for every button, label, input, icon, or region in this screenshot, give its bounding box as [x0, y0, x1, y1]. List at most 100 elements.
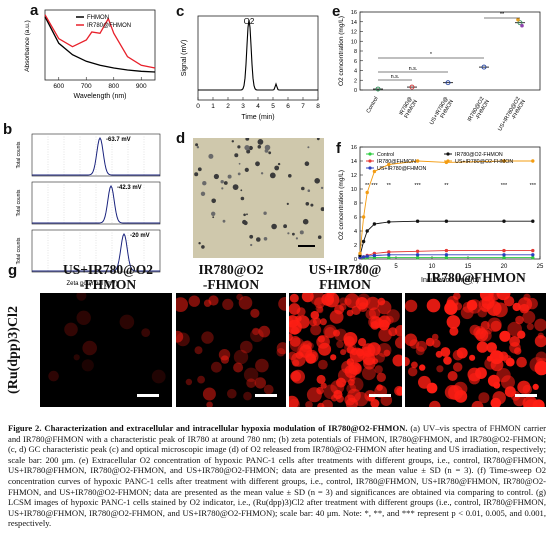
cell-spot [425, 337, 435, 347]
cell-spot [76, 293, 87, 301]
cell-spot [487, 374, 500, 387]
panel-e-point-4 [517, 20, 523, 26]
cell-spot [236, 293, 243, 301]
cell-spot [73, 354, 80, 361]
cell-spot [405, 299, 418, 313]
cell-spot [323, 324, 337, 339]
panel-a-legend-0: FHMON [87, 15, 109, 21]
cell-spot [317, 335, 325, 343]
cell-spot [362, 366, 376, 381]
panel-e-ytick-8: 16 [351, 10, 357, 16]
cell-spot [490, 358, 504, 372]
panel-d-label: d [176, 130, 186, 147]
panel-b-peak-2 [32, 232, 160, 272]
panel-d-bubble [246, 149, 251, 154]
cell-spot [82, 340, 97, 356]
panel-e-point-4c [520, 23, 524, 28]
cell-spot [534, 318, 546, 332]
panel-a-xtick-3: 900 [136, 83, 147, 90]
panel-d-bubble [227, 174, 232, 179]
cell-spot [523, 399, 539, 407]
panel-d-bubble [264, 144, 271, 151]
panel-f-point [358, 251, 362, 256]
panel-f-xtick-1: 5 [394, 264, 398, 270]
cell-spot [419, 364, 426, 371]
cell-spot [64, 322, 78, 337]
panel-f-point [531, 253, 535, 257]
cell-spot [478, 298, 492, 312]
panel-f-ytick-8: 16 [351, 145, 357, 151]
cell-spot [339, 303, 347, 311]
panel-d-bubble [277, 162, 281, 166]
panel-e-sig-1: n.s. [409, 66, 418, 72]
panel-d-bubble [263, 237, 268, 241]
cell-spot [340, 349, 347, 356]
cell-spot [534, 360, 546, 376]
cell-spot [394, 325, 402, 337]
cell-spot [372, 358, 379, 365]
panel-e-point-1 [409, 84, 415, 90]
cell-spot [341, 360, 355, 374]
panel-e-ytick-2: 4 [354, 69, 357, 75]
cell-spot [289, 315, 299, 328]
panel-b-peak-0 [32, 136, 160, 176]
panel-f-point [502, 253, 506, 257]
panel-c-xtick-5: 5 [271, 103, 275, 110]
cell-spot [301, 293, 314, 303]
panel-f-star-5: *** [501, 183, 508, 189]
panel-f-point [365, 190, 369, 195]
panel-d-bubble [196, 146, 200, 149]
panel-d-bubble [255, 161, 260, 167]
panel-b-chart: -63.7 mV Total counts -42.3 mV Total counts… [16, 133, 161, 287]
panel-f-xtick-0: 0 [358, 264, 362, 270]
panel-d-bubble [222, 219, 226, 223]
panel-f-point [415, 219, 420, 223]
cell-spot [353, 391, 369, 407]
cell-spot [348, 378, 355, 386]
cell-spot [376, 372, 386, 382]
panel-f-legend-0: Control [377, 152, 394, 158]
panel-f-star-0: ** [365, 183, 370, 189]
cell-spot [447, 371, 458, 381]
panel-f-point [531, 248, 535, 253]
panel-g-scalebar-3 [515, 394, 537, 397]
panel-d-bubble [286, 202, 289, 205]
panel-d-bubble [314, 178, 320, 184]
cell-spot [310, 324, 322, 336]
panel-d-bubble [307, 189, 311, 192]
panel-c-xlabel: Time (min) [241, 114, 274, 121]
panel-d-bubble [242, 219, 247, 225]
panel-d-bubble [299, 230, 304, 235]
cell-spot [388, 327, 398, 337]
cell-spot [479, 329, 492, 342]
cell-spot [336, 340, 344, 349]
panel-a-xtick-0: 600 [53, 83, 64, 90]
cell-spot [517, 380, 531, 394]
cell-spot [515, 315, 524, 325]
panel-b-ylabel-2: Total counts [16, 237, 22, 264]
panel-f-point [444, 255, 449, 260]
cell-spot [296, 315, 310, 329]
panel-d-micrograph [193, 138, 324, 258]
cell-spot [238, 296, 253, 310]
cell-spot [300, 340, 312, 353]
panel-c-xtick-4: 4 [256, 103, 260, 110]
cell-spot [319, 318, 327, 326]
cell-spot [321, 399, 333, 407]
panel-a-xtick-2: 800 [108, 83, 119, 90]
panel-d-bubble [246, 213, 248, 216]
cell-spot [440, 347, 451, 357]
panel-g-header-0: US+IR780@O2 -FHMON [62, 262, 153, 292]
panel-e-sig-0: n.s. [391, 74, 400, 80]
panel-d-bubble [213, 173, 219, 180]
figure-caption: Figure 2. Characterization and extracell… [8, 423, 546, 529]
cell-spot [349, 377, 364, 392]
cell-spot [243, 367, 259, 382]
panel-e-ytick-3: 6 [354, 59, 357, 65]
panel-f-star-6: *** [530, 183, 537, 189]
panel-e-sig-2: * [430, 52, 433, 58]
cell-spot [486, 342, 497, 353]
cell-spot [185, 378, 193, 386]
panel-c-xtick-6: 6 [286, 103, 290, 110]
panel-d-bubble [304, 161, 310, 166]
